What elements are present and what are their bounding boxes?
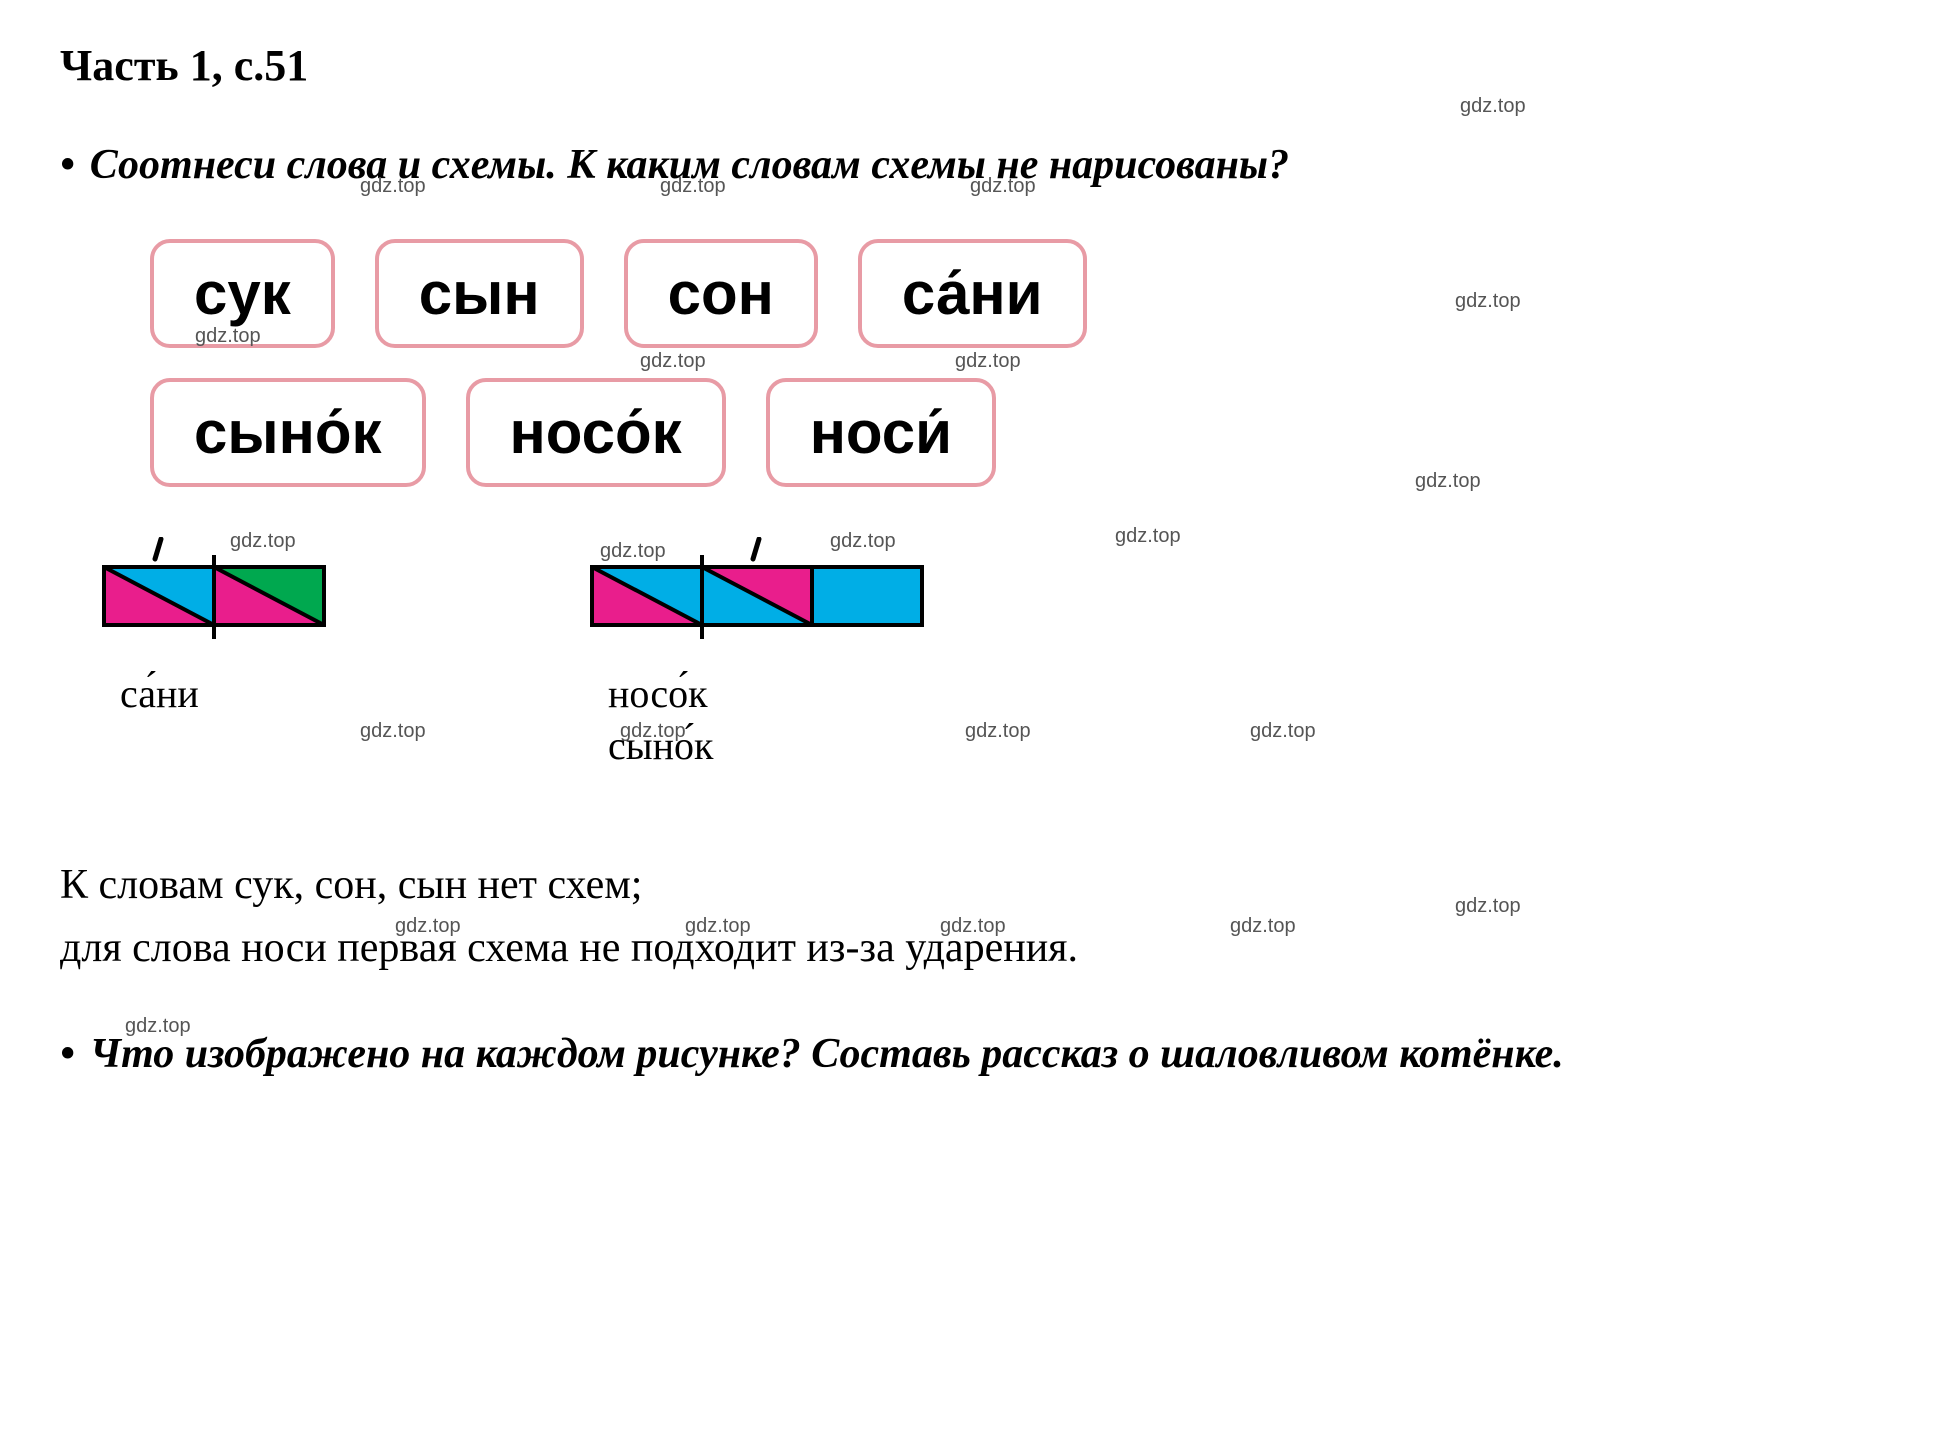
schema-block: са́ни — [100, 537, 328, 774]
page-title: Часть 1, с.51 — [60, 40, 308, 91]
watermark-text: gdz.top — [195, 325, 261, 348]
word-box: са́ни — [858, 239, 1087, 348]
words-row-1: сук сын сон са́ни — [150, 239, 1876, 348]
watermark-text: gdz.top — [1460, 95, 1526, 118]
header-row: Часть 1, с.51 — [60, 40, 1876, 91]
schema-label: носо́к — [608, 670, 713, 717]
watermark-text: gdz.top — [1230, 915, 1296, 938]
watermark-text: gdz.top — [600, 540, 666, 563]
page-root: Часть 1, с.51 •Соотнеси слова и схемы. К… — [60, 40, 1876, 1078]
answer-line-1: К словам сук, сон, сын нет схем; — [60, 854, 1876, 917]
watermark-text: gdz.top — [1415, 470, 1481, 493]
watermark-text: gdz.top — [230, 530, 296, 553]
watermark-text: gdz.top — [620, 720, 686, 743]
watermark-text: gdz.top — [640, 350, 706, 373]
watermark-text: gdz.top — [830, 530, 896, 553]
prompt-2-text: Что изображено на каждом рисунке? Состав… — [90, 1031, 1564, 1077]
word-box: сон — [624, 239, 818, 348]
watermark-text: gdz.top — [360, 175, 426, 198]
bullet-icon: • — [60, 142, 75, 188]
watermark-text: gdz.top — [1455, 290, 1521, 313]
prompt-2: • Что изображено на каждом рисунке? Соста… — [60, 1030, 1876, 1078]
watermark-text: gdz.top — [955, 350, 1021, 373]
watermark-text: gdz.top — [1455, 895, 1521, 918]
watermark-text: gdz.top — [1250, 720, 1316, 743]
bullet-icon: • — [60, 1031, 75, 1077]
watermark-text: gdz.top — [1115, 525, 1181, 548]
words-row-2: сыно́к носо́к носи́ — [150, 378, 1876, 487]
word-box: сын — [375, 239, 584, 348]
word-box: носи́ — [766, 378, 996, 487]
word-box: сыно́к — [150, 378, 426, 487]
watermark-text: gdz.top — [125, 1015, 191, 1038]
watermark-text: gdz.top — [940, 915, 1006, 938]
schema-labels: са́ни — [120, 670, 199, 722]
word-box: носо́к — [466, 378, 726, 487]
watermark-text: gdz.top — [970, 175, 1036, 198]
schema-diagram — [100, 537, 328, 650]
watermark-text: gdz.top — [395, 915, 461, 938]
schema-label: са́ни — [120, 670, 199, 717]
watermark-text: gdz.top — [685, 915, 751, 938]
watermark-text: gdz.top — [660, 175, 726, 198]
watermark-text: gdz.top — [965, 720, 1031, 743]
prompt-1: •Соотнеси слова и схемы. К каким словам … — [60, 141, 1876, 189]
watermark-text: gdz.top — [360, 720, 426, 743]
